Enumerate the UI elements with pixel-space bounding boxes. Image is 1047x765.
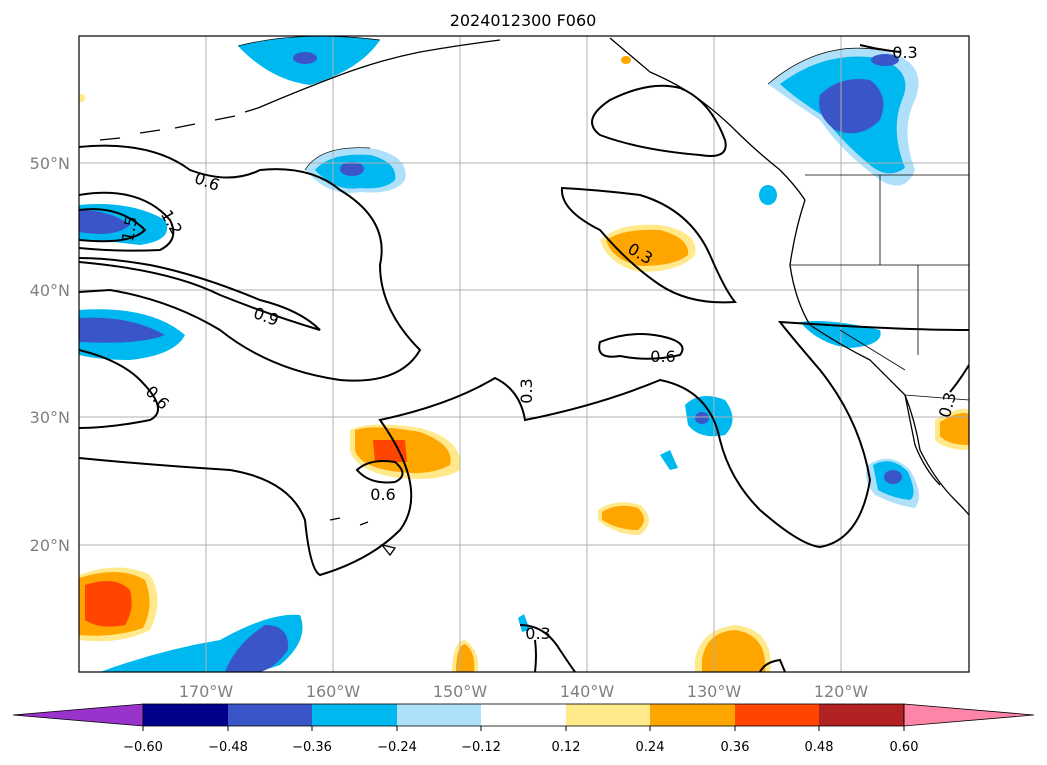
colorbar-segment: [481, 704, 566, 726]
colorbar-segment: [650, 704, 735, 726]
orange-core-south-small: [602, 505, 644, 530]
gridlines: [79, 36, 969, 672]
contour-0.3-northeast: [591, 84, 727, 157]
political-borders: [790, 174, 969, 401]
blue-core-east-mid: [695, 412, 709, 424]
colorbar-outline: [142, 703, 905, 727]
contour-label: 0.6: [370, 485, 395, 504]
blue-region-small-2: [660, 450, 678, 470]
colorbar: −0.60 −0.48 −0.36 −0.24 −0.12 0.12 0.24 …: [12, 703, 1035, 755]
lat-label: 20°N: [30, 536, 70, 555]
orange-region-tiny: [621, 56, 631, 64]
colorbar-extend-high: [903, 703, 1035, 727]
contour-1.5-west: [79, 208, 147, 243]
lon-label: 170°W: [179, 682, 234, 701]
contour-label: 0.3: [517, 378, 536, 403]
colorbar-extend-low: [12, 703, 144, 727]
coastline-baja: [904, 394, 941, 486]
colorbar-tick-label: 0.48: [805, 740, 834, 755]
contour-0.3-southeast: [759, 658, 786, 672]
lat-label: 30°N: [30, 408, 70, 427]
colorbar-segment: [819, 704, 904, 726]
colorbar-tick-label: 0.60: [890, 740, 919, 755]
blue-region-small-1: [759, 185, 777, 205]
orange-core-south-mid: [456, 644, 475, 672]
blue-region-east-mid: [685, 396, 733, 437]
colorbar-tick-label: −0.12: [461, 740, 501, 755]
map-panel: 0.6 1.2 1.5 0.9 0.6 0.3 0.3 0.6 0.6 0.3 …: [78, 35, 970, 673]
contour-0.3-ne-corner: [859, 44, 901, 53]
blue-core-north: [293, 52, 317, 64]
contour-label: 0.6: [650, 347, 675, 366]
colorbar-ticks: [142, 726, 905, 731]
contour-0.3-mexico: [949, 364, 969, 393]
lon-label: 150°W: [433, 682, 488, 701]
blue-core-south: [225, 625, 289, 672]
orange-core-mexico: [940, 413, 969, 445]
blue-anomaly-fields: [79, 36, 919, 672]
blue-core-central-north: [340, 162, 364, 176]
border-us-states: [790, 175, 969, 371]
contour-label: 0.3: [525, 624, 550, 643]
contour-label: 0.3: [892, 43, 917, 62]
map-frame: [78, 35, 970, 673]
latitude-labels: 50°N 40°N 30°N 20°N: [30, 154, 70, 555]
lat-label: 50°N: [30, 154, 70, 173]
coastline-alaska: [257, 39, 501, 109]
border-us-mexico: [904, 394, 969, 401]
lon-label: 140°W: [560, 682, 615, 701]
blue-core-west-upper: [79, 210, 130, 234]
colorbar-tick-label: 0.24: [636, 740, 665, 755]
longitude-labels: 170°W 160°W 150°W 140°W 130°W 120°W: [179, 682, 869, 701]
contour-0.6-central: [598, 333, 684, 360]
contour-1.2-west: [79, 191, 175, 252]
colorbar-tick-label: −0.48: [208, 740, 248, 755]
colorbar-tick-label: −0.36: [292, 740, 332, 755]
lon-label: 130°W: [687, 682, 742, 701]
contour-0.6-northwest: [79, 144, 422, 382]
colorbar-segment: [143, 704, 228, 726]
coastline-alaska-panhandle: [609, 37, 806, 201]
colorbar-segment: [312, 704, 397, 726]
colorbar-segment: [397, 704, 481, 726]
contour-0.6-hawaii: [355, 460, 404, 484]
red-core-southwest: [85, 581, 132, 627]
blue-core-baja: [884, 470, 902, 484]
lon-label: 120°W: [814, 682, 869, 701]
coastline-us-west: [789, 199, 969, 516]
lat-label: 40°N: [30, 281, 70, 300]
figure-title: 2024012300 F060: [450, 11, 597, 30]
colorbar-tick-label: −0.60: [123, 740, 163, 755]
colorbar-tick-label: 0.36: [721, 740, 750, 755]
coastline-aleutians: [99, 107, 259, 141]
orange-core-south-east: [702, 630, 766, 672]
coastline-hawaii: [329, 517, 397, 557]
colorbar-segment: [228, 704, 312, 726]
contour-lines: [79, 36, 969, 672]
lon-label: 160°W: [306, 682, 361, 701]
yellow-region-tiny: [79, 94, 85, 102]
colorbar-tick-label: −0.24: [377, 740, 417, 755]
colorbar-segment: [735, 704, 819, 726]
colorbar-tick-label: 0.12: [552, 740, 581, 755]
contour-0.3-south: [519, 624, 576, 672]
map-background: [79, 36, 969, 672]
contour-label: 1.5: [118, 215, 141, 243]
colorbar-tick-labels: −0.60 −0.48 −0.36 −0.24 −0.12 0.12 0.24 …: [123, 740, 918, 755]
contour-0.3-central: [560, 186, 738, 304]
blue-core-ne-top: [871, 54, 899, 66]
blue-core-ne: [819, 79, 884, 134]
contour-0.9-west: [79, 257, 321, 331]
colorbar-segment: [566, 704, 650, 726]
coastlines: [99, 37, 969, 557]
red-core-central: [373, 440, 407, 462]
blue-region-small-3: [518, 614, 530, 632]
contour-0.6-west-lower: [79, 349, 159, 429]
blue-core-west-mid: [79, 317, 165, 343]
contour-0.3-main: [79, 320, 969, 577]
